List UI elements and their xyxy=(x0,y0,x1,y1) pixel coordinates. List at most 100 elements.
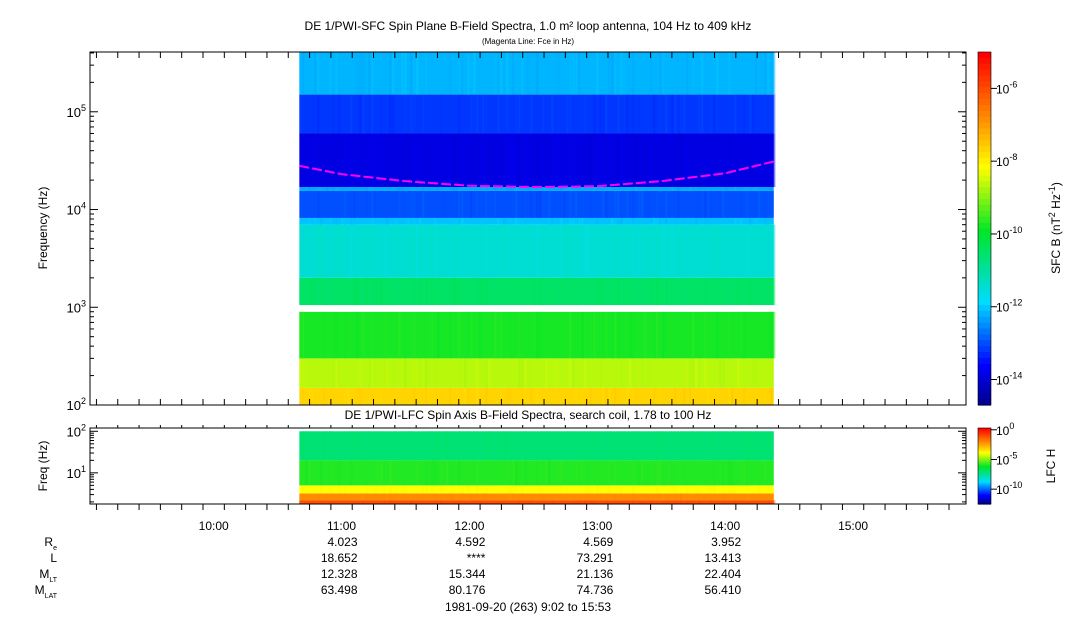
spectral-streak xyxy=(452,217,455,225)
spectral-streak xyxy=(623,387,626,405)
spectral-streak xyxy=(506,485,509,494)
colorbar-segment xyxy=(978,187,991,194)
spectral-streak xyxy=(503,52,506,95)
spectral-streak xyxy=(575,500,578,504)
colorbar-segment xyxy=(978,483,991,486)
colorbar-segment xyxy=(978,104,991,112)
spectral-streak xyxy=(458,500,461,504)
spectral-streak xyxy=(719,493,722,501)
top-panel-subtitle: (Magenta Line: Fce in Hz) xyxy=(482,37,574,46)
spectral-streak xyxy=(731,460,734,486)
spectral-streak xyxy=(428,500,431,504)
spectral-streak xyxy=(392,500,395,504)
spectral-streak xyxy=(518,217,521,225)
spectral-streak xyxy=(380,133,383,188)
ephemeris-value: 73.291 xyxy=(577,551,614,565)
spectral-streak xyxy=(425,358,428,388)
spectral-streak xyxy=(434,493,437,501)
spectral-streak xyxy=(557,277,560,306)
spectral-streak xyxy=(545,277,548,306)
spectral-streak xyxy=(770,190,773,218)
colorbar-segment xyxy=(978,455,991,458)
spectral-streak xyxy=(365,460,368,486)
spectral-streak xyxy=(632,493,635,501)
colorbar-tick-label: 10-8 xyxy=(996,152,1017,169)
spectral-streak xyxy=(506,133,509,188)
spectral-streak xyxy=(716,311,719,359)
spectral-streak xyxy=(707,358,710,388)
spectral-streak xyxy=(626,190,629,218)
colorbar-segment xyxy=(978,116,991,124)
spectral-streak xyxy=(590,190,593,218)
spectral-streak xyxy=(401,358,404,388)
spectral-streak xyxy=(605,431,608,461)
spectral-streak xyxy=(380,387,383,405)
spectral-streak xyxy=(626,94,629,134)
spectral-streak xyxy=(455,190,458,218)
bottom-plot-frame xyxy=(89,427,967,505)
spectral-streak xyxy=(386,493,389,501)
spectral-streak xyxy=(758,485,761,494)
spectral-streak xyxy=(557,311,560,359)
spectral-streak xyxy=(395,493,398,501)
spectral-streak xyxy=(710,358,713,388)
spectral-streak xyxy=(725,224,728,278)
spectral-streak xyxy=(371,358,374,388)
spectral-streak xyxy=(632,187,635,191)
spectral-streak xyxy=(335,500,338,504)
spectral-streak xyxy=(353,277,356,306)
spectral-band xyxy=(299,358,774,388)
ephemeris-value: 15.344 xyxy=(449,567,486,581)
spectral-streak xyxy=(317,187,320,191)
spectral-streak xyxy=(485,190,488,218)
spectral-streak xyxy=(623,277,626,306)
spectral-streak xyxy=(356,133,359,188)
spectral-streak xyxy=(740,500,743,504)
spectral-streak xyxy=(488,133,491,188)
spectral-streak xyxy=(620,52,623,95)
spectral-streak xyxy=(416,493,419,501)
spectral-streak xyxy=(545,460,548,486)
y-tick-label: 101 xyxy=(67,464,86,481)
spectral-streak xyxy=(368,387,371,405)
colorbar-segment xyxy=(978,175,991,183)
spectral-streak xyxy=(329,217,332,225)
spectral-streak xyxy=(455,187,458,191)
colorbar-segment xyxy=(978,340,991,347)
spectral-streak xyxy=(743,358,746,388)
spectral-streak xyxy=(362,277,365,306)
spectral-streak xyxy=(737,187,740,191)
spectral-streak xyxy=(587,224,590,278)
spectral-streak xyxy=(449,311,452,359)
ephemeris-value: **** xyxy=(467,551,486,565)
colorbar-segment xyxy=(978,453,991,456)
colorbar-segment xyxy=(978,447,991,449)
spectral-streak xyxy=(356,311,359,359)
spectral-streak xyxy=(623,485,626,494)
spectral-streak xyxy=(590,387,593,405)
spectral-streak xyxy=(575,52,578,95)
spectral-streak xyxy=(437,311,440,359)
spectral-streak xyxy=(344,224,347,278)
spectral-streak xyxy=(569,133,572,188)
spectral-streak xyxy=(467,52,470,95)
spectral-streak xyxy=(647,500,650,504)
spectral-streak xyxy=(674,277,677,306)
spectral-streak xyxy=(674,387,677,405)
spectral-streak xyxy=(638,500,641,504)
spectral-streak xyxy=(497,311,500,359)
spectral-band xyxy=(299,485,774,494)
spectral-streak xyxy=(635,387,638,405)
spectral-streak xyxy=(767,431,770,461)
spectral-streak xyxy=(350,224,353,278)
spectral-streak xyxy=(662,460,665,486)
spectral-streak xyxy=(629,187,632,191)
spectral-streak xyxy=(506,94,509,134)
spectral-streak xyxy=(746,187,749,191)
spectral-streak xyxy=(410,493,413,501)
spectral-streak xyxy=(659,217,662,225)
spectral-streak xyxy=(575,387,578,405)
spectral-streak xyxy=(602,190,605,218)
spectral-streak xyxy=(614,460,617,486)
